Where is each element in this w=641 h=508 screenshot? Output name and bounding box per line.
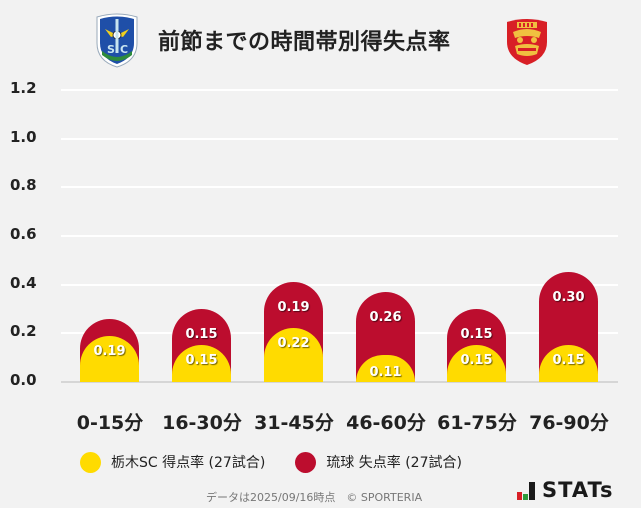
red-circle-icon — [295, 451, 317, 473]
y-tick-label: 0.0 — [10, 371, 37, 389]
chart-legend: 栃木SC 得点率 (27試合) 琉球 失点率 (27試合) — [80, 450, 492, 474]
bar-46-60分[interactable]: 0.26 0.11 — [356, 291, 415, 382]
gridline — [61, 89, 618, 91]
x-tick-label: 16-30分 — [162, 412, 242, 434]
y-tick-label: 1.2 — [10, 79, 37, 97]
stats-brand-text: STATs — [542, 478, 614, 502]
bar-0-15分[interactable]: 0.19 — [80, 318, 139, 382]
legend-item-ryukyu-conceded[interactable]: 琉球 失点率 (27試合) — [295, 451, 462, 473]
bar-16-30分[interactable]: 0.15 0.15 — [172, 308, 231, 382]
x-tick-label: 46-60分 — [346, 412, 426, 434]
tochigi-sc-crest-icon: S C — [93, 13, 141, 69]
bar-segment-scored — [80, 335, 139, 382]
bar-segment-scored — [447, 345, 506, 382]
y-tick-label: 1.0 — [10, 128, 37, 146]
value-label-scored: 0.11 — [369, 365, 402, 381]
gridline — [61, 332, 618, 334]
gridline — [61, 235, 618, 237]
bar-segment-scored — [539, 345, 598, 382]
x-tick-label: 61-75分 — [437, 412, 517, 434]
chart-title: 前節までの時間帯別得失点率 — [158, 30, 451, 55]
y-tick-label: 0.6 — [10, 225, 37, 243]
legend-item-tochigi-scored[interactable]: 栃木SC 得点率 (27試合) — [80, 451, 266, 473]
value-label-conceded: 0.26 — [369, 309, 402, 325]
chart-plot-area: 1.2 1.0 0.8 0.6 0.4 0.2 0.0 0.19 0.15 0.15… — [10, 79, 618, 434]
yellow-circle-icon — [80, 451, 101, 473]
value-label-scored: 0.15 — [552, 353, 585, 369]
bar-61-75分[interactable]: 0.15 0.15 — [447, 308, 506, 382]
bar-segment-scored — [264, 328, 323, 382]
bar-31-45分[interactable]: 0.19 0.22 — [264, 282, 323, 382]
svg-text:C: C — [120, 43, 128, 56]
value-label-conceded: 0.19 — [277, 300, 310, 316]
value-label-conceded: 0.30 — [552, 290, 585, 306]
gridline — [61, 186, 618, 188]
value-label-scored: 0.15 — [460, 353, 493, 369]
y-tick-label: 0.8 — [10, 176, 37, 194]
value-label-scored: 0.22 — [277, 336, 310, 352]
x-tick-label: 31-45分 — [254, 412, 334, 434]
stats-bar-chart-icon — [517, 482, 536, 500]
bar-segment-scored — [172, 345, 231, 382]
chart-header: S C 前節までの時間帯別得失点率 — [0, 0, 641, 80]
value-label-scored: 0.15 — [185, 353, 218, 369]
value-label-conceded: 0.15 — [185, 326, 218, 342]
gridline — [61, 138, 618, 140]
x-tick-label: 76-90分 — [529, 412, 609, 434]
y-tick-label: 0.2 — [10, 322, 37, 340]
y-tick-label: 0.4 — [10, 274, 37, 292]
value-label-scored: 0.19 — [93, 343, 126, 359]
fc-ryukyu-crest-icon — [505, 16, 549, 66]
svg-text:S: S — [107, 43, 115, 56]
legend-label: 琉球 失点率 (27試合) — [326, 455, 462, 471]
stats-logo: STATs — [517, 478, 614, 502]
x-tick-label: 0-15分 — [76, 412, 144, 434]
gridline — [61, 284, 618, 286]
bar-76-90分[interactable]: 0.30 0.15 — [539, 272, 598, 382]
value-label-conceded: 0.15 — [460, 326, 493, 342]
data-source-note: データは2025/09/16時点 © SPORTERIA — [206, 491, 423, 504]
legend-label: 栃木SC 得点率 (27試合) — [111, 455, 266, 471]
x-axis-line — [61, 381, 618, 383]
